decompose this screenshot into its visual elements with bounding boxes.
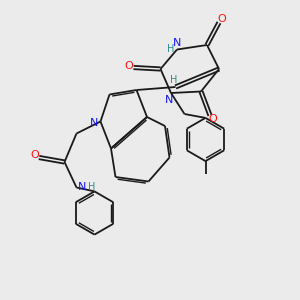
Text: H: H <box>170 75 178 85</box>
Text: N: N <box>165 94 174 105</box>
Text: H: H <box>167 44 174 54</box>
Text: O: O <box>208 114 217 124</box>
Text: H: H <box>88 182 95 192</box>
Text: O: O <box>218 14 226 25</box>
Text: O: O <box>30 149 39 160</box>
Text: N: N <box>78 182 86 192</box>
Text: N: N <box>90 118 99 128</box>
Text: N: N <box>173 38 181 48</box>
Text: O: O <box>124 61 134 71</box>
